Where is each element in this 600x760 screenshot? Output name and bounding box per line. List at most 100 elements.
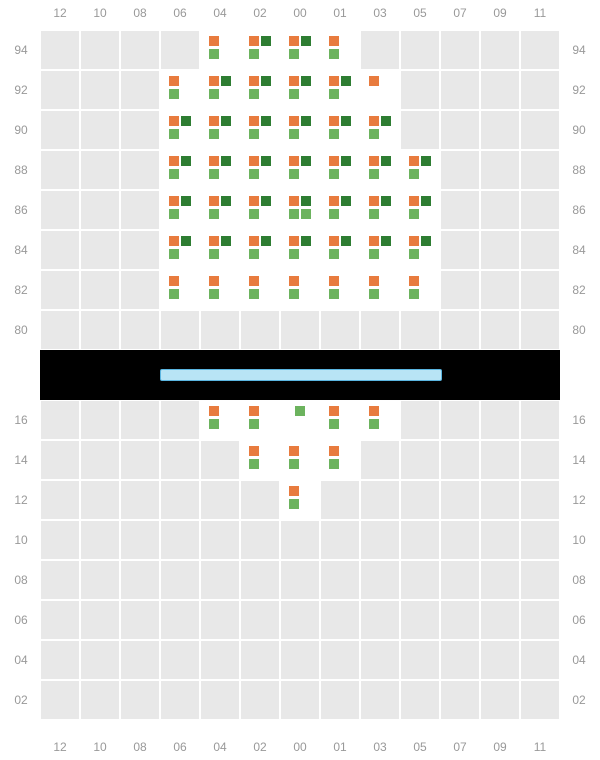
seat-cell[interactable] bbox=[281, 401, 319, 439]
seat-cell[interactable] bbox=[161, 71, 199, 109]
seat-cell[interactable] bbox=[361, 191, 399, 229]
seat-marker-icon bbox=[289, 236, 299, 246]
seat-cell[interactable] bbox=[241, 151, 279, 189]
seat-cell[interactable] bbox=[281, 191, 319, 229]
seat-cell[interactable] bbox=[321, 441, 359, 479]
seat-cell[interactable] bbox=[321, 31, 359, 69]
seat-cell[interactable] bbox=[241, 71, 279, 109]
seat-marker-icon bbox=[249, 36, 259, 46]
row-label: 80 bbox=[6, 324, 36, 336]
seat-cell[interactable] bbox=[241, 441, 279, 479]
seat-marker-icon bbox=[169, 129, 179, 139]
row-label: 02 bbox=[6, 694, 36, 706]
seat-marker-icon bbox=[409, 196, 419, 206]
seat-cell[interactable] bbox=[281, 31, 319, 69]
seat-marker-icon bbox=[289, 249, 299, 259]
row-label: 10 bbox=[564, 534, 594, 546]
grid-cell bbox=[480, 680, 520, 720]
grid-cell bbox=[520, 110, 560, 150]
seat-cell[interactable] bbox=[281, 271, 319, 309]
seat-cell[interactable] bbox=[321, 231, 359, 269]
seat-marker-icon bbox=[261, 116, 271, 126]
seat-cell[interactable] bbox=[281, 441, 319, 479]
grid-cell bbox=[520, 230, 560, 270]
seat-marker-icon bbox=[169, 249, 179, 259]
seat-cell[interactable] bbox=[361, 151, 399, 189]
grid-cell bbox=[160, 680, 200, 720]
column-label: 03 bbox=[360, 740, 400, 754]
column-label: 02 bbox=[240, 740, 280, 754]
seat-cell[interactable] bbox=[361, 401, 399, 439]
lower-section: 16161414121210100808060604040202 bbox=[40, 400, 560, 720]
row-label: 82 bbox=[564, 284, 594, 296]
seat-cell[interactable] bbox=[361, 231, 399, 269]
seat-cell[interactable] bbox=[321, 151, 359, 189]
grid-cell bbox=[320, 640, 360, 680]
seat-marker-icon bbox=[221, 156, 231, 166]
seat-cell[interactable] bbox=[201, 191, 239, 229]
seat-marker-icon bbox=[369, 419, 379, 429]
column-label: 03 bbox=[360, 6, 400, 20]
grid-cell bbox=[40, 480, 80, 520]
grid-cell bbox=[440, 270, 480, 310]
seat-cell[interactable] bbox=[361, 71, 399, 109]
grid-cell bbox=[80, 600, 120, 640]
seat-marker-icon bbox=[249, 156, 259, 166]
seat-cell[interactable] bbox=[401, 271, 439, 309]
grid-cell bbox=[360, 440, 400, 480]
grid-cell bbox=[440, 560, 480, 600]
seat-cell[interactable] bbox=[401, 191, 439, 229]
seat-cell[interactable] bbox=[361, 111, 399, 149]
seat-cell[interactable] bbox=[321, 191, 359, 229]
seat-cell[interactable] bbox=[281, 151, 319, 189]
seat-cell[interactable] bbox=[281, 71, 319, 109]
seat-marker-icon bbox=[329, 116, 339, 126]
seat-cell[interactable] bbox=[201, 31, 239, 69]
column-label: 04 bbox=[200, 6, 240, 20]
seat-cell[interactable] bbox=[201, 71, 239, 109]
seat-cell[interactable] bbox=[241, 231, 279, 269]
grid-cell bbox=[320, 310, 360, 350]
seat-marker-icon bbox=[421, 236, 431, 246]
seat-cell[interactable] bbox=[241, 271, 279, 309]
seat-cell[interactable] bbox=[201, 231, 239, 269]
grid-cell bbox=[360, 680, 400, 720]
seat-cell[interactable] bbox=[161, 151, 199, 189]
grid-cell bbox=[480, 440, 520, 480]
grid-cell bbox=[120, 150, 160, 190]
seat-cell[interactable] bbox=[281, 231, 319, 269]
seat-cell[interactable] bbox=[161, 271, 199, 309]
grid-cell bbox=[480, 310, 520, 350]
grid-cell bbox=[320, 520, 360, 560]
grid-cell bbox=[120, 680, 160, 720]
seat-cell[interactable] bbox=[361, 271, 399, 309]
seat-cell[interactable] bbox=[321, 71, 359, 109]
seat-cell[interactable] bbox=[201, 271, 239, 309]
seat-cell[interactable] bbox=[241, 31, 279, 69]
seat-cell[interactable] bbox=[321, 401, 359, 439]
seat-marker-icon bbox=[329, 236, 339, 246]
grid-cell bbox=[440, 190, 480, 230]
row-label: 04 bbox=[564, 654, 594, 666]
seat-cell[interactable] bbox=[241, 191, 279, 229]
seat-cell[interactable] bbox=[201, 111, 239, 149]
seat-cell[interactable] bbox=[241, 111, 279, 149]
seat-cell[interactable] bbox=[401, 231, 439, 269]
seat-cell[interactable] bbox=[401, 151, 439, 189]
seat-cell[interactable] bbox=[161, 191, 199, 229]
column-label: 01 bbox=[320, 740, 360, 754]
grid-cell bbox=[40, 600, 80, 640]
seat-cell[interactable] bbox=[201, 401, 239, 439]
seat-cell[interactable] bbox=[281, 481, 319, 519]
seat-cell[interactable] bbox=[281, 111, 319, 149]
grid-cell bbox=[480, 520, 520, 560]
seat-cell[interactable] bbox=[161, 231, 199, 269]
row-label: 06 bbox=[564, 614, 594, 626]
seat-cell[interactable] bbox=[201, 151, 239, 189]
seat-marker-icon bbox=[329, 209, 339, 219]
seat-cell[interactable] bbox=[161, 111, 199, 149]
seat-marker-icon bbox=[169, 89, 179, 99]
seat-cell[interactable] bbox=[241, 401, 279, 439]
seat-cell[interactable] bbox=[321, 271, 359, 309]
seat-cell[interactable] bbox=[321, 111, 359, 149]
